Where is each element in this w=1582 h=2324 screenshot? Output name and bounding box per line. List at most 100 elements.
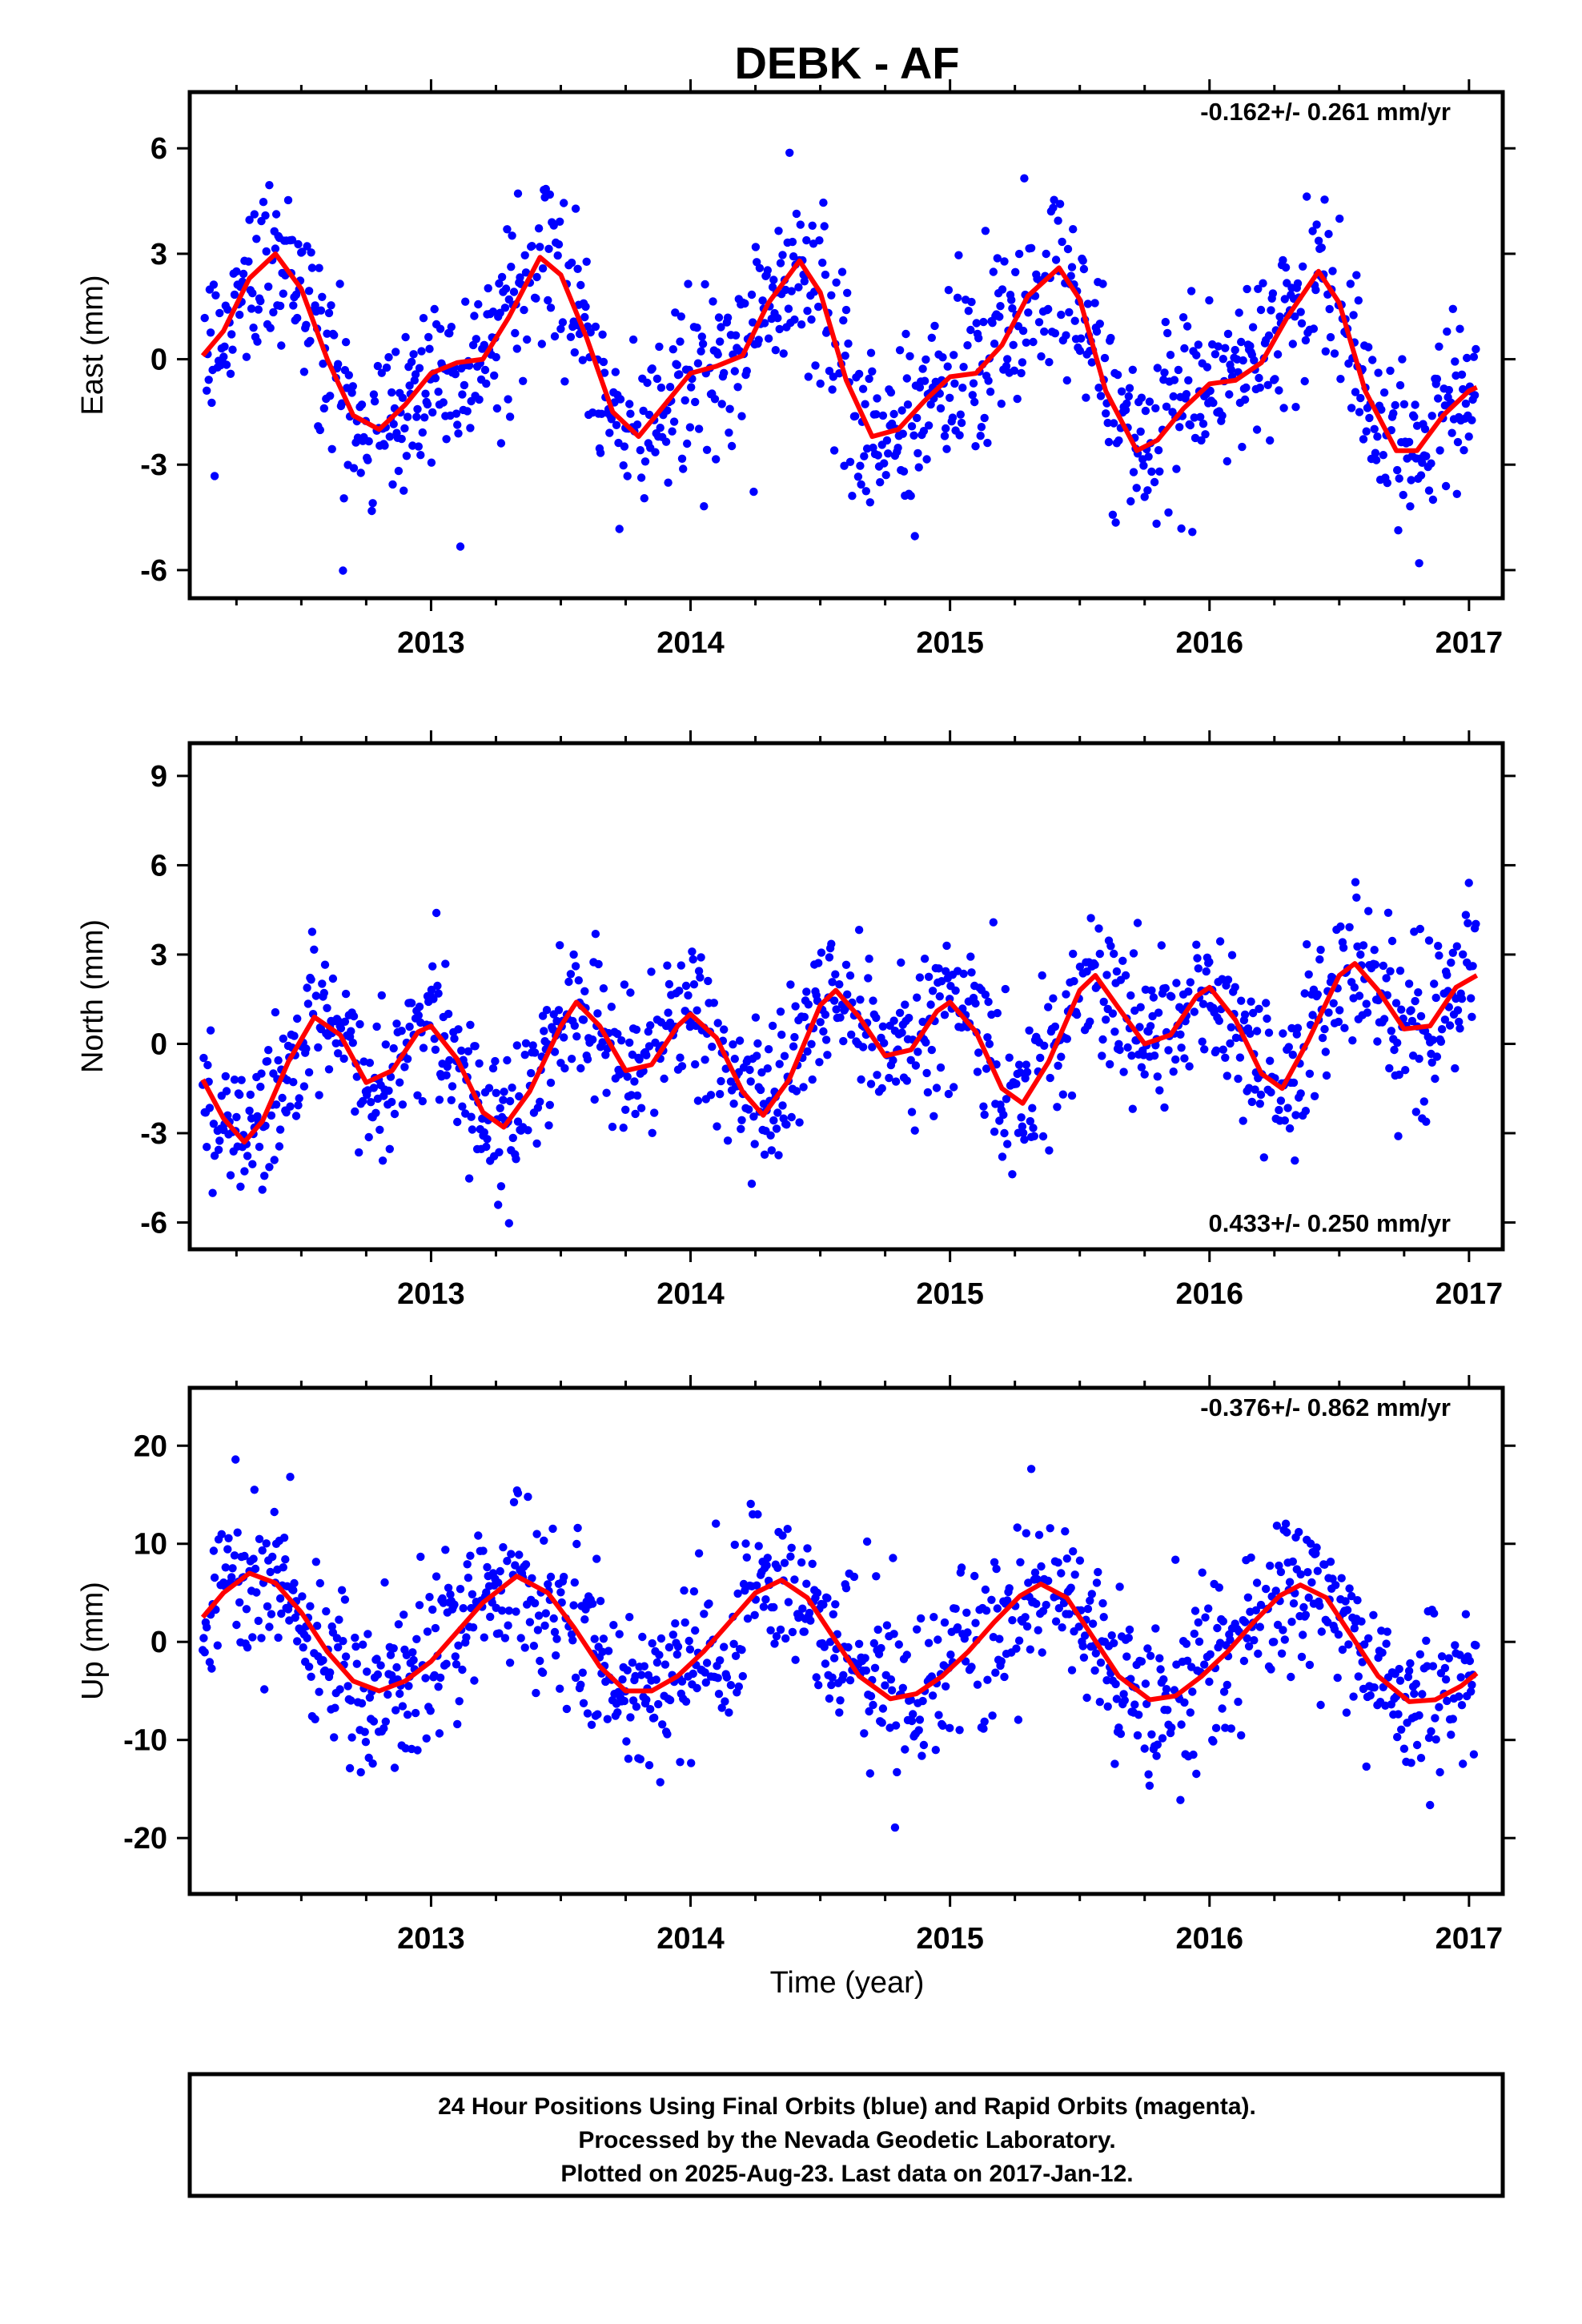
data-point [1150, 1051, 1159, 1060]
data-point [693, 324, 701, 332]
y-tick-label: -3 [140, 448, 167, 482]
data-point [1285, 1578, 1295, 1586]
data-point [367, 1098, 375, 1107]
data-point [901, 329, 910, 339]
data-point [307, 263, 317, 272]
data-point [538, 1668, 548, 1677]
data-point [1155, 1086, 1164, 1095]
data-point [717, 400, 726, 408]
data-point [509, 287, 519, 296]
data-point [860, 452, 869, 460]
data-point [771, 346, 780, 355]
data-point [709, 297, 717, 306]
data-point [1026, 1645, 1035, 1654]
data-point [1185, 1062, 1194, 1071]
data-point [443, 1062, 452, 1072]
data-point [1037, 1562, 1046, 1571]
data-point [1240, 1618, 1250, 1626]
data-point [376, 1661, 385, 1670]
data-point [723, 1136, 733, 1145]
data-point [566, 970, 576, 979]
data-point [825, 1694, 834, 1703]
data-point [704, 976, 713, 986]
data-point [430, 304, 439, 314]
data-point [1022, 1622, 1032, 1631]
data-point [1441, 1675, 1451, 1684]
data-point [1355, 991, 1364, 1000]
data-point [228, 1564, 237, 1573]
data-point [1297, 319, 1307, 328]
data-point [802, 987, 811, 996]
data-point [1308, 227, 1317, 235]
data-point [204, 376, 213, 384]
data-point [336, 1023, 346, 1033]
data-point [1000, 1128, 1009, 1138]
data-point [687, 383, 696, 392]
data-point [1373, 1037, 1382, 1046]
data-point [1186, 1708, 1195, 1717]
data-point [766, 1626, 775, 1635]
y-axis-label-up: Up (mm) [76, 1582, 110, 1700]
x-tick-label: 2017 [1435, 626, 1504, 660]
data-point [1317, 1627, 1327, 1636]
data-point [655, 342, 664, 352]
data-point [1247, 997, 1255, 1006]
data-point [827, 1680, 836, 1690]
data-point [1427, 459, 1435, 468]
data-point [899, 467, 909, 476]
data-point [710, 395, 720, 404]
data-point [764, 334, 773, 343]
data-point [873, 1625, 882, 1634]
data-point [780, 1558, 789, 1567]
data-point [721, 1697, 729, 1706]
data-point [349, 1011, 359, 1021]
data-point [428, 408, 437, 417]
data-point [513, 189, 523, 198]
data-point [1313, 1566, 1323, 1575]
data-point [673, 1642, 683, 1651]
data-point [446, 1590, 455, 1599]
data-point [1111, 1679, 1120, 1689]
data-point [1464, 919, 1472, 928]
data-point [1451, 1641, 1460, 1650]
data-point [668, 427, 677, 436]
data-point [1155, 1654, 1164, 1663]
data-point [625, 400, 634, 408]
data-point [480, 1128, 488, 1137]
data-point [938, 353, 947, 362]
data-point [400, 1063, 409, 1072]
data-point [1252, 425, 1262, 434]
data-point [796, 220, 805, 229]
data-point [800, 1627, 809, 1636]
data-point [1053, 1103, 1062, 1112]
data-point [1243, 284, 1251, 294]
data-point [1042, 249, 1050, 259]
data-point [1003, 1140, 1012, 1148]
data-point [1163, 328, 1172, 338]
data-point [554, 1006, 564, 1015]
data-point [1106, 942, 1115, 951]
data-point [1018, 1122, 1027, 1131]
data-point [730, 1055, 739, 1063]
data-point [1240, 1010, 1250, 1019]
data-point [1157, 941, 1166, 950]
data-point [689, 1669, 697, 1679]
data-point [1296, 1570, 1305, 1579]
data-point [980, 1110, 989, 1120]
y-tick-label: 20 [134, 1429, 167, 1463]
data-point [857, 480, 865, 489]
data-point [753, 1510, 762, 1519]
data-point [869, 996, 877, 1005]
data-point [1080, 1631, 1090, 1640]
data-point [1235, 308, 1243, 317]
data-point [1028, 1104, 1037, 1112]
data-point [841, 305, 851, 315]
data-point [751, 243, 761, 251]
data-point [464, 1047, 473, 1056]
data-point [560, 1063, 569, 1073]
data-point [1079, 264, 1089, 274]
y-tick-label: -6 [140, 1207, 167, 1240]
data-point [1227, 1724, 1236, 1733]
data-point [352, 1659, 361, 1668]
footer-line-2: Processed by the Nevada Geodetic Laborat… [578, 2127, 1115, 2153]
